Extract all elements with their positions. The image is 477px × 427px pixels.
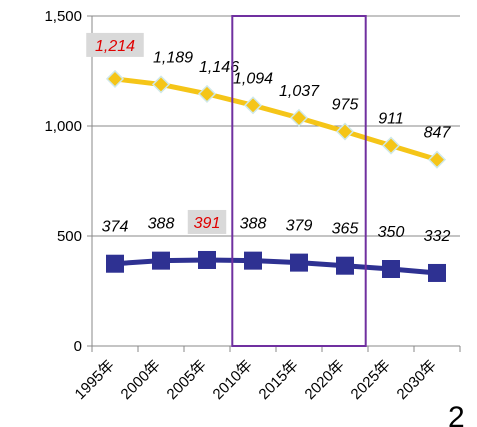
- gridlines: [92, 15, 460, 237]
- data-point: [105, 69, 125, 88]
- data-point: [336, 256, 354, 275]
- y-tick-label: 1,000: [44, 118, 82, 135]
- x-tick-label: 2005年: [164, 357, 210, 403]
- data-label: 350: [378, 224, 405, 241]
- data-label: 374: [102, 219, 129, 236]
- highlight-box: [231, 15, 367, 347]
- data-point: [381, 136, 401, 155]
- y-tick-label: 500: [57, 228, 82, 245]
- data-label: 388: [148, 216, 175, 233]
- x-tick-label: 2025年: [348, 357, 394, 403]
- data-point: [151, 75, 171, 94]
- series-lines: [105, 69, 447, 282]
- y-tick-label: 1,500: [44, 8, 82, 25]
- corner-number: 2: [448, 401, 465, 427]
- x-tick-label: 2000年: [118, 357, 164, 403]
- data-point: [243, 96, 263, 115]
- data-point: [428, 263, 446, 282]
- data-point: [382, 260, 400, 278]
- data-label: 365: [332, 221, 359, 238]
- data-label: 388: [240, 216, 267, 233]
- data-label: 1,094: [233, 70, 273, 87]
- data-label: 1,146: [199, 59, 239, 76]
- x-tick-label: 1995年: [72, 357, 118, 403]
- data-point: [289, 108, 309, 127]
- data-label: 1,037: [279, 83, 320, 100]
- data-point: [106, 254, 124, 273]
- x-tick-label: 2020年: [302, 357, 348, 403]
- data-label: 391: [194, 215, 221, 232]
- x-tick-label: 2030年: [394, 357, 440, 403]
- y-tick-label: 0: [74, 338, 82, 355]
- data-point: [197, 84, 217, 103]
- data-label: 1,214: [95, 38, 135, 55]
- data-label: 847: [424, 125, 452, 142]
- data-label-highlight-box: [187, 209, 227, 234]
- data-point: [427, 150, 447, 169]
- data-point: [152, 251, 170, 270]
- data-label: 332: [424, 228, 451, 245]
- data-point: [290, 253, 308, 272]
- data-label: 379: [286, 218, 313, 235]
- data-point: [335, 122, 355, 141]
- x-tick-label: 2015年: [256, 357, 302, 403]
- data-label-highlight-box: [86, 32, 144, 57]
- x-tick-label: 2010年: [210, 357, 256, 403]
- data-point: [244, 251, 262, 270]
- data-label: 1,189: [153, 49, 193, 66]
- data-point: [198, 250, 216, 269]
- series-line: [114, 76, 438, 163]
- data-label: 975: [332, 97, 359, 114]
- data-label: 911: [378, 111, 404, 128]
